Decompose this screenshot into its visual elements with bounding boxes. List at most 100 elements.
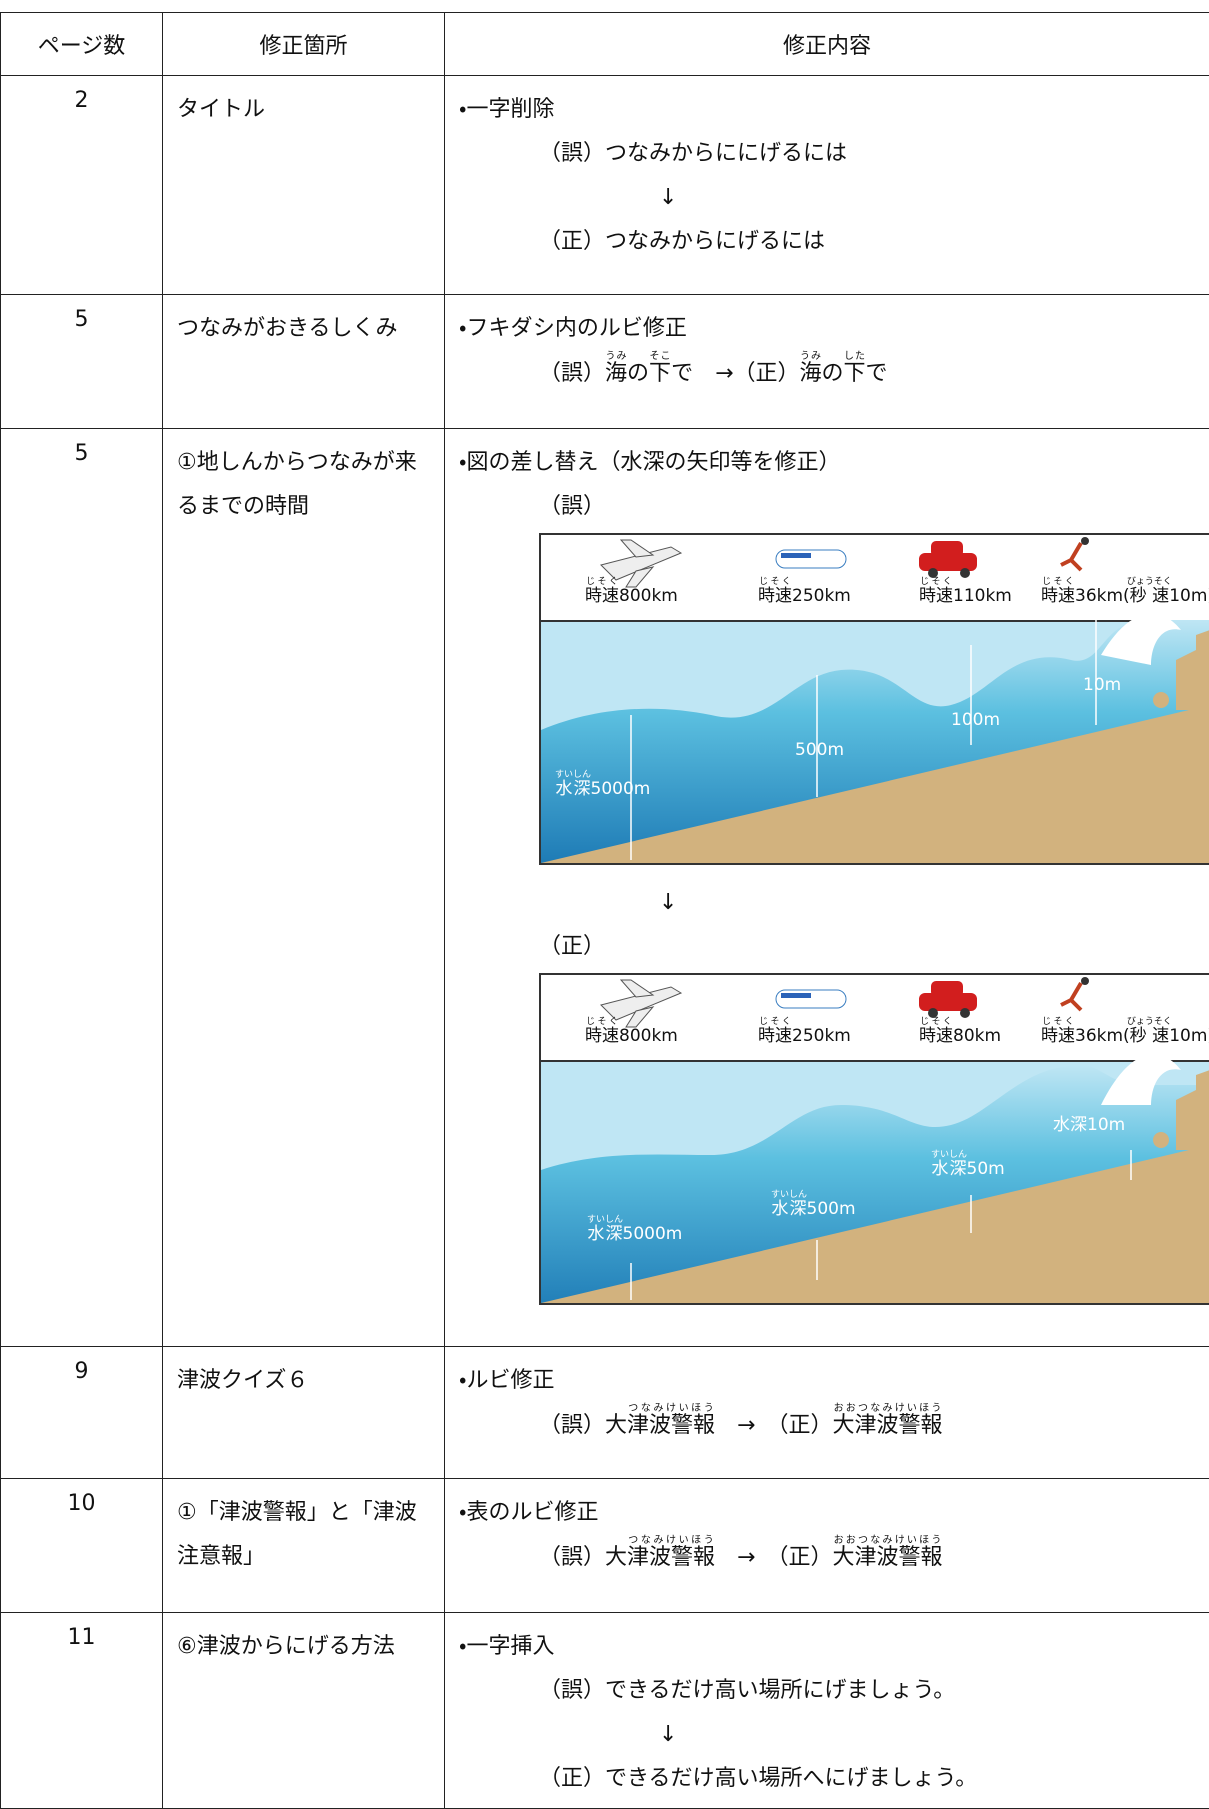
ruby-base: 秒速 — [1126, 586, 1172, 606]
ruby-reading: うみ — [605, 351, 628, 362]
ruby-reading: した — [843, 351, 866, 362]
text: 50m — [966, 1159, 1005, 1179]
correction-table: ページ数 修正箇所 修正内容 2 タイトル ・一字削除 （誤）つなみからににげるには ↓… — [0, 12, 1209, 1809]
text: 36km( — [1075, 1026, 1130, 1046]
ruby-text: 水深すいしん — [771, 1191, 807, 1220]
ruby-reading: じそく — [919, 1017, 953, 1027]
ruby-text: 下そこ — [649, 352, 672, 387]
ruby-text: 水深すいしん — [587, 1216, 624, 1245]
correction-line: ↓ — [459, 881, 1195, 925]
text: 250km — [792, 1026, 851, 1046]
table-row: 5 つなみがおきるしくみ ・フキダシ内のルビ修正 （誤）海うみの下そこで →（正）海う… — [0, 294, 1209, 429]
correction: ・表のルビ修正 （誤）大津波警報つなみけいほう → （正）大津波警報おおつなみけい… — [444, 1478, 1209, 1613]
correction: ・図の差し替え（水深の矢印等を修正） （誤） 時速じそく800km 時速じそく250… — [444, 428, 1209, 1347]
correction-line: （正） — [459, 925, 1195, 969]
header-cell: 修正箇所 — [162, 12, 445, 76]
ruby-base: 時速 — [758, 1026, 792, 1046]
correction-line: （誤）大津波警報つなみけいほう → （正）大津波警報おおつなみけいほう — [459, 1535, 1195, 1580]
text: 500m — [795, 740, 845, 760]
depth-label: 10m — [1083, 675, 1121, 695]
correction-heading: ・一字挿入 — [459, 1634, 555, 1659]
location: 津波クイズ６ — [162, 1346, 445, 1479]
table-row: 10 ①「津波警報」と「津波注意報」 ・表のルビ修正 （誤）大津波警報つなみけいほう … — [0, 1478, 1209, 1613]
ruby-base: 時速 — [1041, 1026, 1075, 1046]
ruby-base: 津波警報 — [627, 1545, 716, 1570]
document: ページ数 修正箇所 修正内容 2 タイトル ・一字削除 （誤）つなみからににげるには ↓… — [0, 12, 1209, 1809]
text: ↓ — [659, 185, 678, 210]
ruby-text: 時速じそく — [758, 1018, 792, 1047]
ruby-text: 津波警報つなみけいほう — [627, 1536, 716, 1571]
ruby-base: 水深 — [587, 1224, 624, 1244]
text: 36km( — [1075, 586, 1130, 606]
speed-label: 時速じそく800km — [585, 1017, 678, 1047]
ruby-text: 時速じそく — [758, 578, 792, 607]
correction: ・ルビ修正 （誤）大津波警報つなみけいほう → （正）大津波警報おおつなみけいほう — [444, 1346, 1209, 1479]
depth-label: 水深すいしん500m — [771, 1190, 856, 1220]
ruby-reading: うみ — [799, 351, 822, 362]
ruby-text: 秒速びょうそく — [1127, 1018, 1172, 1047]
speed-label: 時速じそく80km — [919, 1017, 1002, 1047]
ruby-text: 時速じそく — [585, 1018, 619, 1047]
location: ①「津波警報」と「津波注意報」 — [162, 1478, 445, 1613]
ruby-base: 大津波警報 — [832, 1545, 943, 1570]
speed-label: 時速じそく110km — [919, 577, 1012, 607]
text: ↓ — [659, 890, 678, 915]
ruby-reading: じそく — [758, 577, 792, 587]
depth-label: 水深すいしん5000m — [555, 770, 650, 800]
speed-label: 時速じそく250km — [758, 1017, 851, 1047]
correction-line: （誤） — [459, 485, 1195, 529]
speed-label: 時速じそく800km — [585, 577, 678, 607]
ruby-base: 水深 — [931, 1159, 968, 1179]
text: （誤）大 — [539, 1545, 628, 1570]
page-number: 5 — [0, 428, 163, 1347]
table-row: 5 ①地しんからつなみが来るまでの時間 ・図の差し替え（水深の矢印等を修正） （誤） … — [0, 428, 1209, 1347]
ruby-text: 海うみ — [800, 352, 822, 387]
depth-label: 水深すいしん5000m — [587, 1215, 683, 1245]
text: 5000m — [622, 1224, 683, 1244]
ruby-base: 下 — [649, 361, 672, 386]
text: 100m — [951, 710, 1001, 730]
ruby-text: 時速じそく — [919, 578, 953, 607]
ruby-reading: すいしん — [587, 1215, 624, 1225]
location: つなみがおきるしくみ — [162, 294, 445, 429]
text: で — [865, 361, 888, 386]
ruby-base: 時速 — [585, 586, 619, 606]
text: 250km — [792, 586, 851, 606]
table-row: 9 津波クイズ６ ・ルビ修正 （誤）大津波警報つなみけいほう → （正）大津波警報おお… — [0, 1346, 1209, 1479]
text: → （正） — [715, 1413, 833, 1438]
text: 10m — [1083, 675, 1122, 695]
correction-line: （誤）大津波警報つなみけいほう → （正）大津波警報おおつなみけいほう — [459, 1403, 1195, 1448]
page-number: 5 — [0, 294, 163, 429]
text: の — [821, 361, 844, 386]
speed-label: 時速じそく250km — [758, 577, 851, 607]
text: 800km — [619, 1026, 678, 1046]
correction: ・一字削除 （誤）つなみからににげるには ↓ （正）つなみからにげるには — [444, 75, 1209, 295]
page-number: 11 — [0, 1612, 163, 1809]
ruby-text: 水深すいしん — [555, 771, 591, 800]
correction: ・フキダシ内のルビ修正 （誤）海うみの下そこで →（正）海うみの下したで — [444, 294, 1209, 429]
speed-label: 時速じそく36km(秒速びょうそく10m) — [1041, 1017, 1209, 1047]
ruby-reading: すいしん — [555, 770, 592, 780]
illustration — [541, 975, 1209, 1303]
text: （誤） — [539, 361, 606, 386]
depth-label: 水深10m — [1053, 1110, 1125, 1135]
ruby-reading: おおつなみけいほう — [832, 1403, 943, 1414]
text: 80km — [953, 1026, 1002, 1046]
ruby-text: 大津波警報おおつなみけいほう — [832, 1404, 942, 1439]
correction-heading: ・表のルビ修正 — [459, 1500, 599, 1525]
table-row: 11 ⑥津波からにげる方法 ・一字挿入 （誤）できるだけ高い場所にげましょう。 ↓ （正）… — [0, 1612, 1209, 1809]
ruby-base: 津波警報 — [627, 1413, 716, 1438]
text: 10m) — [1169, 586, 1209, 606]
ruby-base: 時速 — [585, 1026, 619, 1046]
header-cell: 修正内容 — [444, 12, 1209, 76]
ruby-reading: そこ — [649, 351, 672, 362]
text: 800km — [619, 586, 678, 606]
ruby-reading: じそく — [585, 1017, 619, 1027]
header-cell: ページ数 — [0, 12, 163, 76]
ruby-reading: じそく — [758, 1017, 792, 1027]
text: （正）できるだけ高い場所へにげましょう。 — [539, 1766, 978, 1791]
ruby-base: 下 — [843, 361, 866, 386]
correction-line: （正）できるだけ高い場所へにげましょう。 — [459, 1757, 1195, 1801]
correction-line: （誤）つなみからににげるには — [459, 132, 1195, 176]
depth-label: 水深すいしん50m — [931, 1150, 1005, 1180]
